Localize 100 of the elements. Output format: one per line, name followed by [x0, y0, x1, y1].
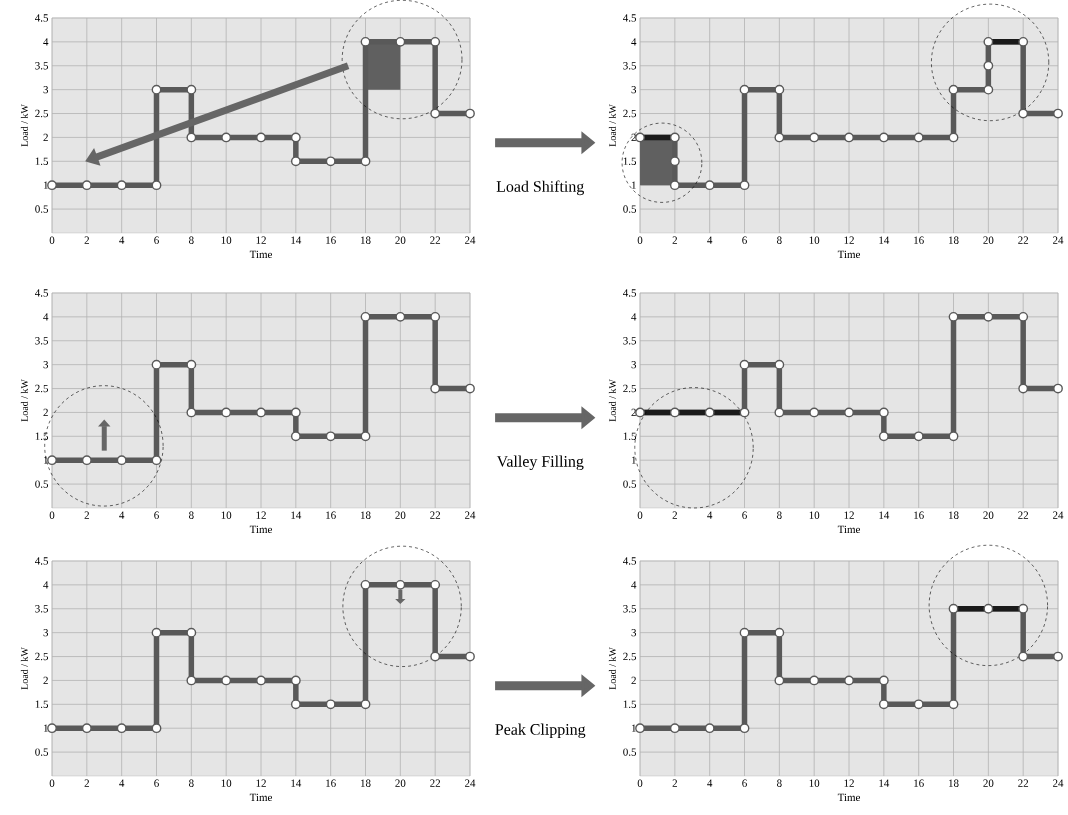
x-tick-label: 6: [742, 779, 747, 787]
point: [186, 132, 197, 143]
point: [360, 311, 371, 322]
x-tick-label: 4: [707, 511, 713, 519]
y-tick-label: 4: [631, 313, 637, 321]
point: [395, 579, 406, 590]
y-tick-label: 4.5: [623, 289, 637, 297]
point: [878, 407, 889, 418]
x-tick-label: 22: [430, 779, 441, 787]
y-tick-label: 1.5: [623, 432, 637, 441]
point: [360, 156, 371, 167]
point: [116, 455, 127, 466]
point: [81, 455, 92, 466]
point: [81, 723, 92, 734]
point: [1018, 651, 1029, 662]
point: [878, 431, 889, 442]
x-tick-label: 18: [361, 236, 371, 244]
x-tick-label: 8: [777, 236, 782, 244]
point: [186, 675, 197, 686]
point: [395, 36, 406, 47]
x-tick-label: 10: [221, 779, 232, 787]
point: [669, 132, 680, 143]
x-tick-label: 24: [465, 779, 476, 787]
x-tick-label: 22: [1018, 511, 1029, 519]
point: [809, 132, 820, 143]
y-tick-label: 0.5: [35, 480, 49, 488]
point: [360, 699, 371, 710]
x-tick-label: 12: [256, 779, 266, 787]
y-tick-label: 3.5: [623, 62, 637, 70]
x-tick-label: 20: [983, 511, 994, 519]
x-tick-label: 2: [672, 779, 677, 787]
x-tick-label: 22: [430, 511, 441, 519]
point: [739, 407, 750, 418]
x-tick-label: 4: [707, 779, 713, 787]
point: [739, 723, 750, 734]
x-tick-label: 24: [1053, 779, 1064, 787]
point: [47, 455, 57, 466]
y-tick-label: 3.5: [35, 605, 49, 613]
y-tick-label: 2.5: [35, 109, 49, 118]
x-tick-label: 22: [1018, 779, 1029, 787]
point: [325, 156, 336, 167]
x-tick-label: 12: [844, 511, 854, 519]
point: [669, 156, 680, 167]
y-axis-title: Load / kW: [20, 104, 28, 147]
x-tick-label: 24: [1053, 236, 1064, 244]
x-axis-title: Time: [249, 250, 272, 259]
y-tick-label: 3: [43, 360, 49, 369]
point: [186, 84, 197, 95]
x-tick-label: 8: [189, 779, 194, 787]
point: [1018, 603, 1029, 614]
point: [983, 311, 994, 322]
point: [774, 627, 785, 638]
x-tick-label: 12: [844, 779, 854, 787]
y-tick-label: 1.5: [35, 432, 49, 441]
point: [360, 36, 371, 47]
x-tick-label: 14: [291, 236, 302, 244]
y-tick-label: 3.5: [35, 62, 49, 70]
y-tick-label: 4.5: [35, 14, 49, 22]
point: [430, 579, 441, 590]
y-axis-title: Load / kW: [20, 379, 28, 422]
x-axis-title: Time: [837, 250, 861, 259]
x-tick-label: 18: [949, 236, 959, 244]
point: [704, 407, 715, 418]
x-tick-label: 8: [777, 779, 782, 787]
point: [290, 675, 301, 686]
y-tick-label: 2: [43, 408, 48, 417]
point: [221, 407, 232, 418]
point: [256, 132, 266, 143]
point: [704, 180, 715, 191]
y-tick-label: 4.5: [35, 289, 49, 297]
x-tick-label: 6: [154, 511, 159, 519]
point: [774, 407, 785, 418]
y-tick-label: 4.5: [35, 557, 49, 565]
point: [465, 108, 475, 119]
point: [116, 180, 127, 191]
x-tick-label: 14: [879, 511, 890, 519]
y-tick-label: 4.5: [623, 557, 637, 565]
x-tick-label: 0: [637, 511, 643, 519]
point: [47, 180, 57, 191]
point: [913, 699, 924, 710]
x-tick-label: 0: [637, 779, 643, 787]
x-tick-label: 12: [256, 511, 266, 519]
y-tick-label: 2.5: [35, 384, 49, 393]
x-tick-label: 10: [221, 511, 232, 519]
y-tick-label: 2: [43, 676, 48, 685]
x-tick-label: 14: [291, 511, 302, 519]
y-tick-label: 2.5: [623, 652, 637, 661]
y-tick-label: 2: [631, 133, 636, 142]
point: [983, 84, 994, 95]
x-tick-label: 4: [707, 236, 713, 244]
x-tick-label: 6: [742, 236, 747, 244]
point: [739, 84, 750, 95]
y-tick-label: 3: [43, 85, 49, 94]
x-tick-label: 18: [361, 779, 371, 787]
point: [948, 431, 959, 442]
x-tick-label: 6: [154, 779, 159, 787]
point: [878, 132, 889, 143]
x-axis-title: Time: [249, 525, 272, 534]
point: [465, 383, 475, 394]
y-tick-label: 3: [631, 85, 637, 94]
